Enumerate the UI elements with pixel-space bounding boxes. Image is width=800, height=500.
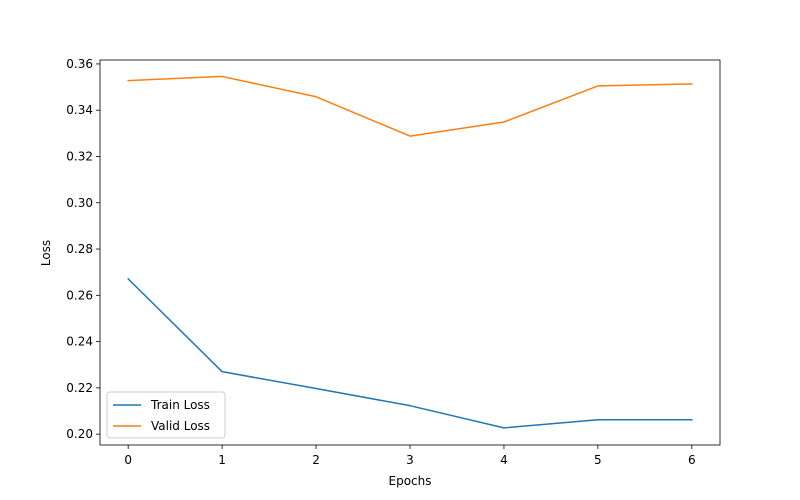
x-tick-label: 0 (124, 453, 132, 467)
x-tick-label: 2 (312, 453, 320, 467)
x-axis-title: Epochs (389, 474, 432, 488)
plot-frame (99, 59, 721, 446)
x-tick-label: 3 (406, 453, 414, 467)
x-axis-ticks: 0 1 2 3 4 5 6 (124, 445, 696, 467)
y-tick-label: 0.28 (66, 242, 93, 256)
legend-label-train-loss: Train Loss (150, 398, 210, 412)
x-tick-label: 4 (500, 453, 508, 467)
y-tick-label: 0.34 (66, 103, 93, 117)
x-tick-label: 6 (688, 453, 696, 467)
y-tick-label: 0.20 (66, 427, 93, 441)
legend: Train Loss Valid Loss (106, 391, 226, 439)
y-axis-ticks: 0.20 0.22 0.24 0.26 0.28 0.30 0.32 0.34 0.36 (66, 57, 100, 441)
y-tick-label: 0.26 (66, 288, 93, 302)
series-lines (127, 75, 693, 429)
legend-label-valid-loss: Valid Loss (151, 419, 210, 433)
y-tick-label: 0.22 (66, 381, 93, 395)
y-tick-label: 0.36 (66, 57, 93, 71)
y-tick-label: 0.24 (66, 335, 93, 349)
series-line-valid-loss (127, 75, 693, 137)
x-tick-label: 1 (218, 453, 226, 467)
x-tick-label: 5 (594, 453, 602, 467)
y-tick-label: 0.32 (66, 149, 93, 163)
series-line-train-loss (127, 277, 693, 429)
y-tick-label: 0.30 (66, 196, 93, 210)
y-axis-title: Loss (39, 240, 53, 266)
